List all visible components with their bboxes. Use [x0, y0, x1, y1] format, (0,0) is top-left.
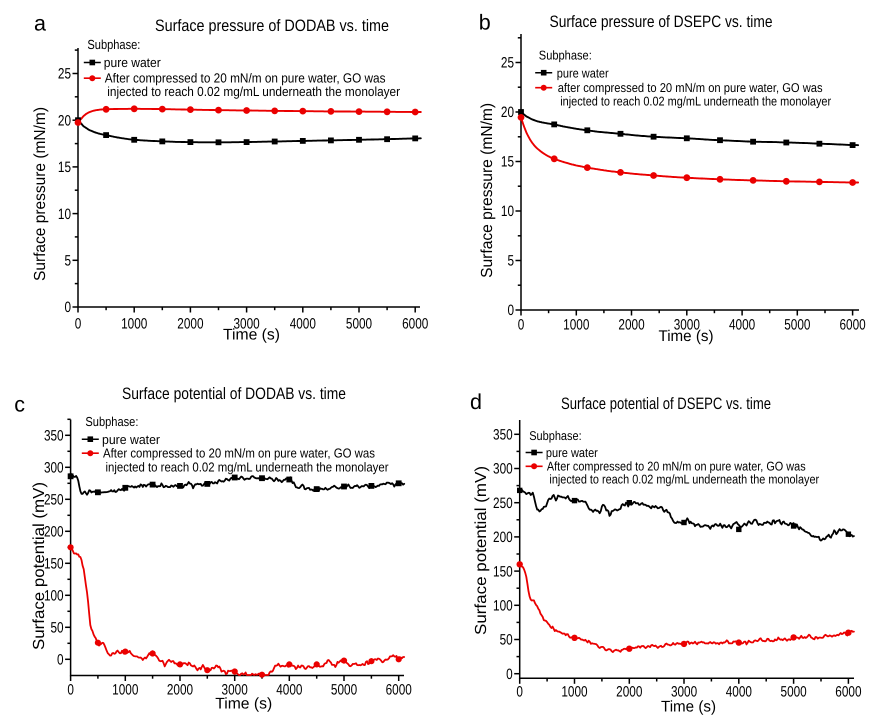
svg-text:a: a: [34, 12, 46, 36]
svg-text:3000: 3000: [222, 681, 248, 698]
svg-text:Time (s): Time (s): [661, 699, 716, 716]
svg-text:Surface potential (mV): Surface potential (mV): [473, 466, 490, 635]
svg-text:10: 10: [58, 206, 71, 223]
svg-text:6000: 6000: [839, 317, 865, 334]
svg-text:3000: 3000: [671, 684, 697, 701]
svg-text:after compressed to 20 mN/m on: after compressed to 20 mN/m on pure wate…: [558, 80, 823, 95]
svg-text:pure water: pure water: [557, 65, 610, 80]
svg-text:Subphase:: Subphase:: [85, 414, 138, 429]
svg-text:4000: 4000: [276, 681, 302, 698]
svg-text:Surface pressure (mN/m): Surface pressure (mN/m): [32, 107, 49, 281]
svg-text:3000: 3000: [233, 315, 259, 332]
svg-text:200: 200: [493, 529, 513, 546]
svg-text:100: 100: [493, 598, 513, 615]
svg-text:After compressed to 20 mN/m on: After compressed to 20 mN/m on pure wate…: [105, 70, 386, 85]
svg-text:pure water: pure water: [104, 55, 161, 70]
svg-text:Surface pressure (mN/m): Surface pressure (mN/m): [479, 103, 496, 278]
svg-text:25: 25: [58, 66, 71, 83]
svg-text:10: 10: [501, 203, 514, 220]
svg-text:300: 300: [44, 460, 64, 477]
svg-text:200: 200: [44, 524, 64, 541]
svg-text:0: 0: [75, 315, 82, 332]
svg-text:5000: 5000: [784, 317, 810, 334]
svg-text:pure water: pure water: [546, 446, 599, 460]
svg-text:5: 5: [64, 253, 71, 270]
svg-text:1000: 1000: [121, 315, 147, 332]
svg-text:pure water: pure water: [102, 432, 161, 447]
svg-text:After compressed to 20 mN/m on: After compressed to 20 mN/m on pure wate…: [103, 445, 375, 460]
svg-text:250: 250: [493, 495, 513, 512]
svg-text:injected to reach 0.02 mg/mL u: injected to reach 0.02 mg/mL underneath …: [106, 459, 390, 474]
svg-text:0: 0: [507, 302, 514, 319]
svg-text:b: b: [479, 10, 491, 34]
svg-text:0: 0: [64, 299, 71, 316]
svg-text:0: 0: [506, 666, 513, 683]
svg-text:After compressed to 20 mN/m on: After compressed to 20 mN/m on pure wate…: [547, 460, 806, 474]
svg-text:25: 25: [501, 55, 514, 72]
svg-text:50: 50: [500, 632, 513, 649]
svg-text:5000: 5000: [781, 684, 807, 701]
svg-text:6000: 6000: [386, 681, 412, 698]
svg-text:3000: 3000: [674, 317, 700, 334]
svg-text:d: d: [470, 390, 482, 414]
svg-text:4000: 4000: [290, 315, 316, 332]
svg-text:Surface pressure of DODAB vs.: Surface pressure of DODAB vs. time: [155, 17, 389, 35]
svg-text:Surface potential of DODAB vs.: Surface potential of DODAB vs. time: [122, 385, 346, 403]
svg-text:6000: 6000: [402, 315, 428, 332]
svg-text:1000: 1000: [563, 317, 589, 334]
svg-text:6000: 6000: [835, 684, 861, 701]
svg-text:Surface potential of DSEPC vs.: Surface potential of DSEPC vs. time: [561, 395, 771, 413]
svg-text:injected to reach 0.02 mg/mL u: injected to reach 0.02 mg/mL underneath …: [560, 94, 832, 109]
svg-text:Subphase:: Subphase:: [87, 37, 140, 52]
svg-text:1000: 1000: [112, 681, 138, 698]
svg-text:20: 20: [501, 104, 514, 121]
svg-text:50: 50: [50, 620, 63, 637]
svg-text:20: 20: [58, 112, 71, 129]
svg-text:c: c: [14, 393, 25, 417]
svg-text:2000: 2000: [177, 315, 203, 332]
svg-text:Time (s): Time (s): [223, 327, 280, 344]
svg-text:Subphase:: Subphase:: [529, 429, 581, 443]
svg-text:0: 0: [57, 652, 64, 669]
svg-text:injected to reach 0.02 mg/mL u: injected to reach 0.02 mg/mL underneath …: [549, 472, 819, 486]
svg-text:0: 0: [67, 681, 74, 698]
svg-text:300: 300: [493, 461, 513, 478]
svg-text:0: 0: [516, 684, 523, 701]
svg-text:4000: 4000: [726, 684, 752, 701]
svg-text:Time (s): Time (s): [658, 328, 713, 345]
svg-text:350: 350: [44, 428, 64, 445]
svg-text:150: 150: [493, 563, 513, 580]
svg-text:5000: 5000: [331, 681, 357, 698]
svg-text:4000: 4000: [729, 317, 755, 334]
svg-text:100: 100: [44, 588, 64, 605]
svg-text:250: 250: [44, 492, 64, 509]
svg-text:Subphase:: Subphase:: [539, 47, 592, 62]
svg-text:Time (s): Time (s): [215, 696, 272, 713]
svg-text:2000: 2000: [616, 684, 642, 701]
svg-text:15: 15: [58, 159, 71, 176]
svg-text:0: 0: [518, 317, 525, 334]
svg-text:15: 15: [501, 154, 514, 171]
svg-text:1000: 1000: [561, 684, 587, 701]
svg-text:150: 150: [44, 556, 64, 573]
svg-text:5000: 5000: [346, 315, 372, 332]
svg-text:2000: 2000: [167, 681, 193, 698]
svg-text:injected to reach 0.02 mg/mL u: injected to reach 0.02 mg/mL underneath …: [107, 84, 400, 99]
svg-text:2000: 2000: [618, 317, 644, 334]
svg-text:5: 5: [507, 253, 514, 270]
svg-text:Surface potential (mV): Surface potential (mV): [31, 482, 48, 650]
svg-text:Surface pressure of DSEPC vs.: Surface pressure of DSEPC vs. time: [549, 13, 772, 31]
svg-text:350: 350: [493, 427, 513, 444]
